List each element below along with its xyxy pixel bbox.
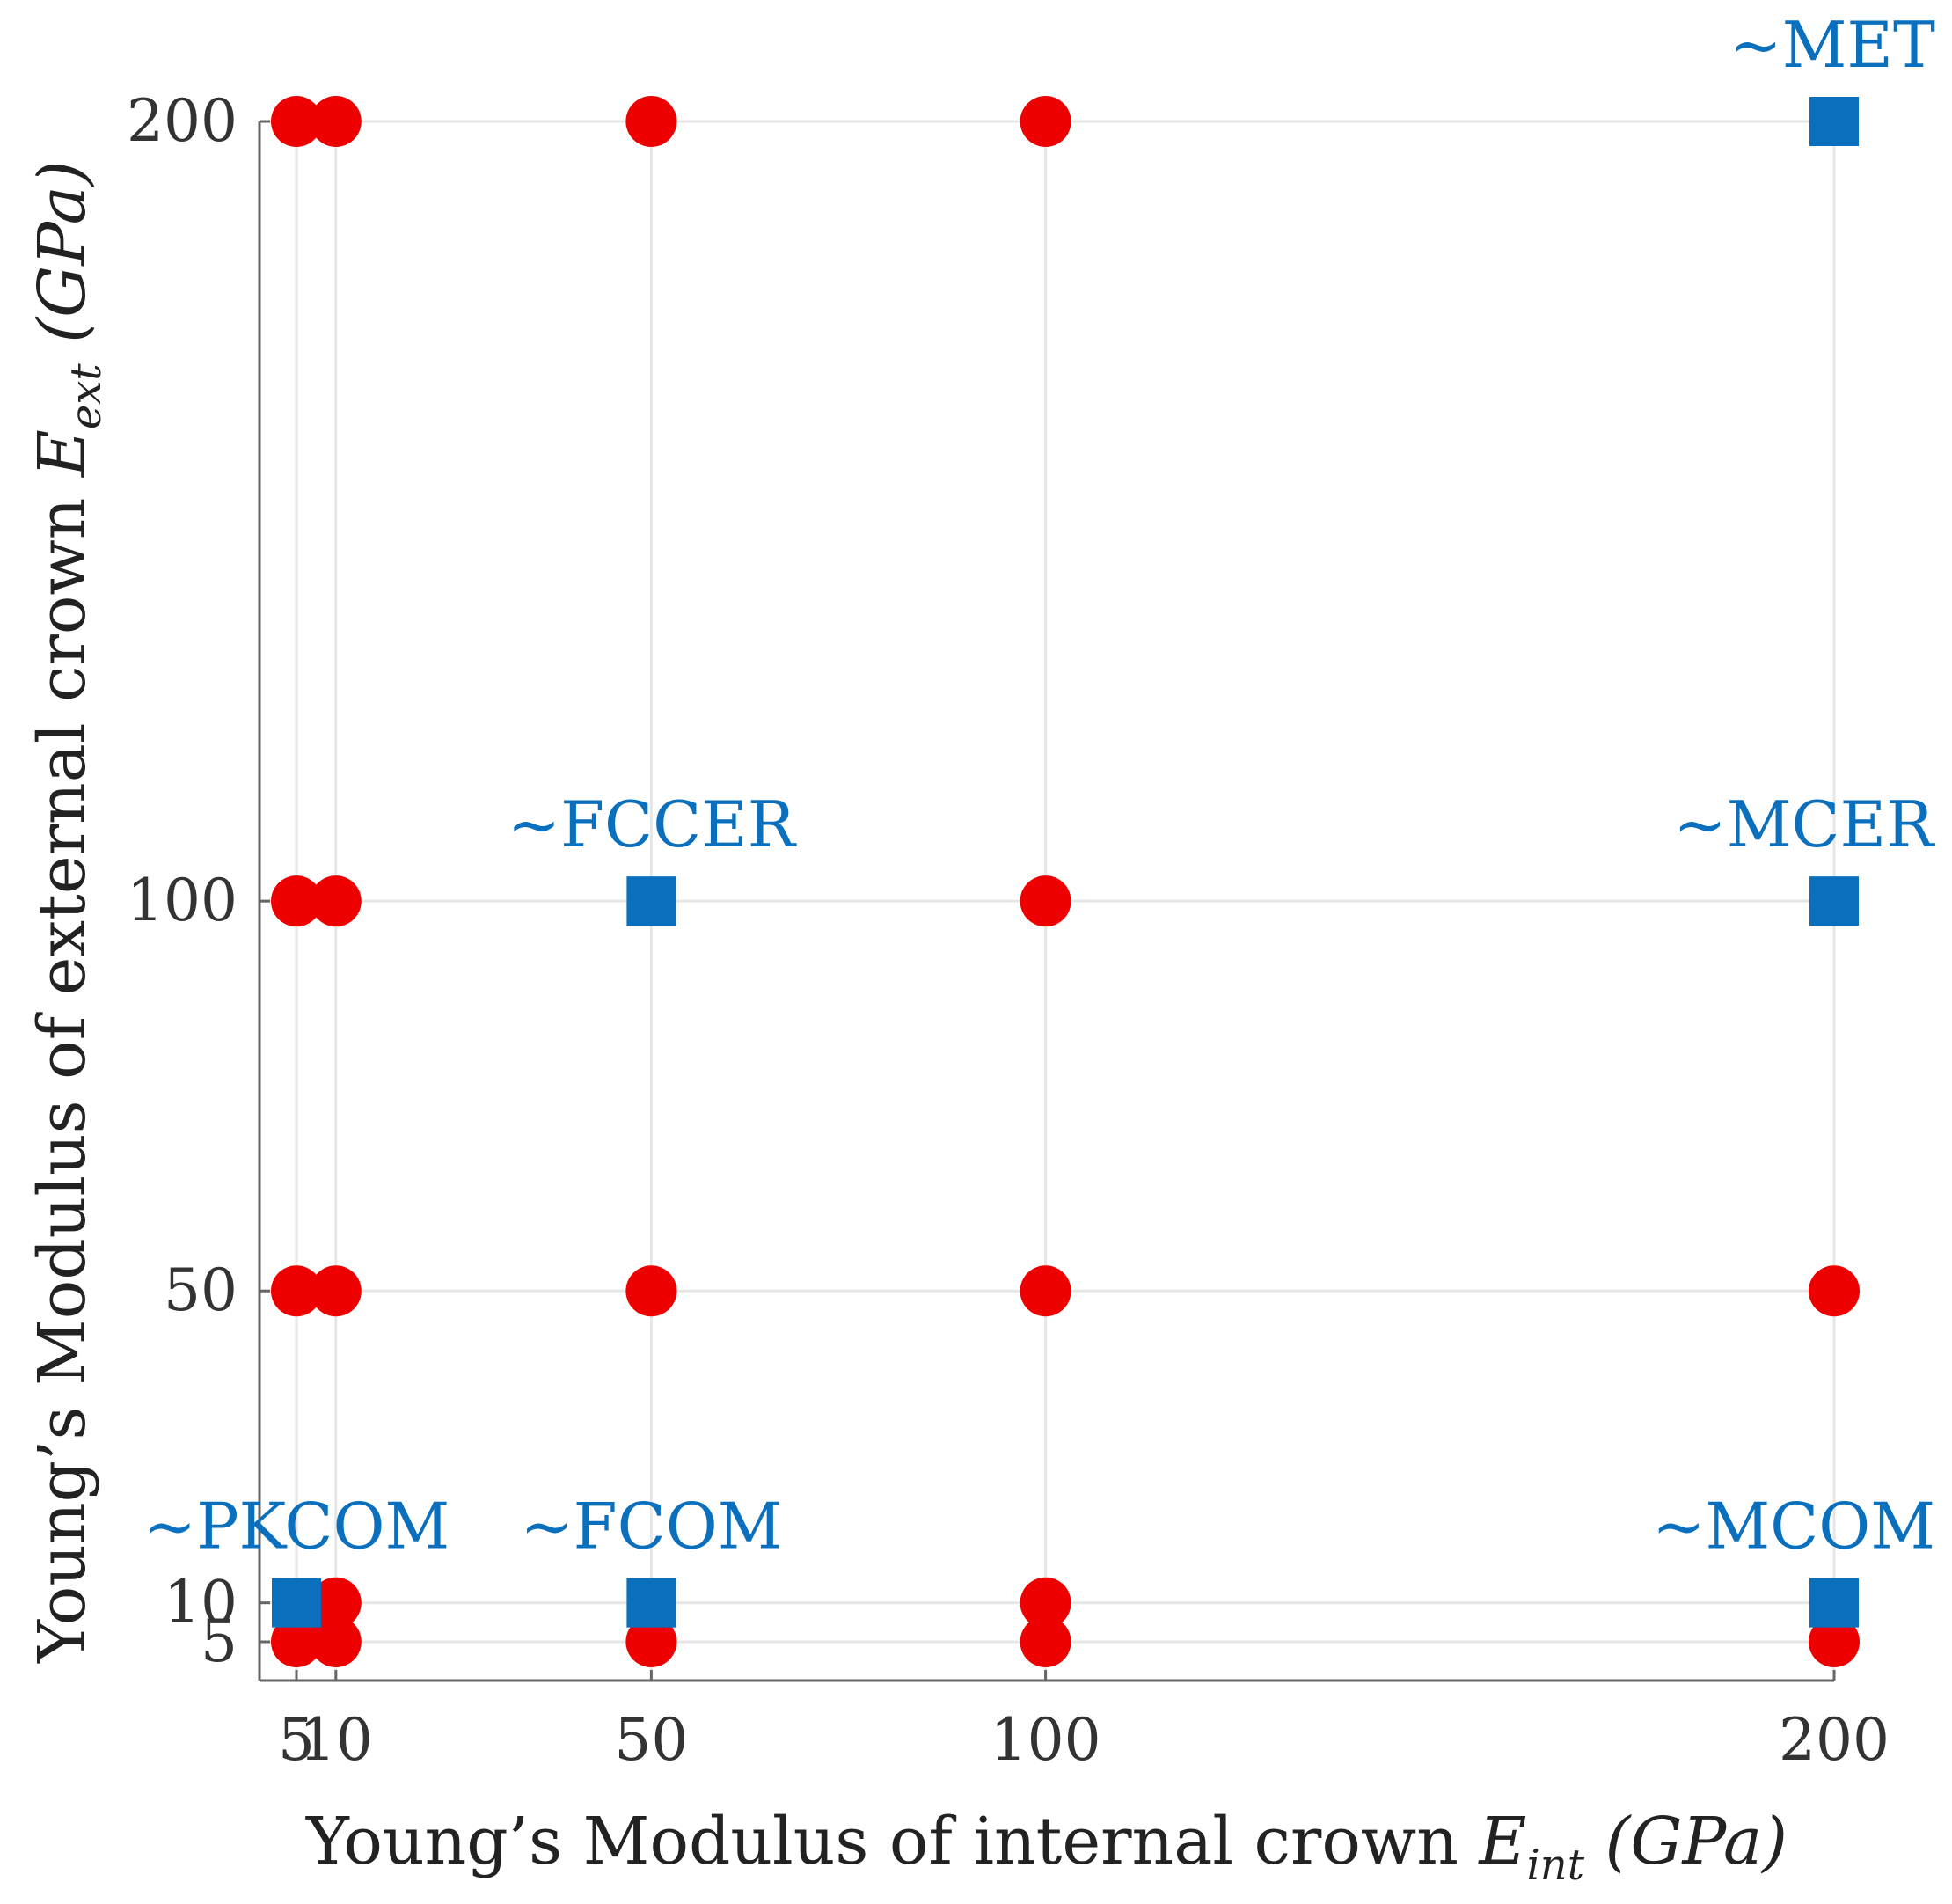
y-axis-title-symbol: E bbox=[25, 429, 100, 479]
data-marks bbox=[271, 96, 1860, 1667]
square-point-50-100 bbox=[626, 876, 676, 926]
y-axis-title-spacer bbox=[25, 343, 100, 364]
circle-point-50-50 bbox=[625, 1265, 677, 1317]
y-tick-label-5: 5 bbox=[201, 1607, 238, 1675]
circle-point-100-50 bbox=[1020, 1265, 1071, 1317]
circle-point-50-200 bbox=[625, 96, 677, 147]
annotation-fccer: ~FCCER bbox=[508, 787, 797, 861]
circle-point-5-200 bbox=[271, 96, 322, 147]
y-axis-title-prefix: Young’s Modulus of external crown bbox=[25, 477, 100, 1664]
x-tick-label-50: 50 bbox=[614, 1706, 688, 1774]
x-axis-title-prefix: Young’s Modulus of internal crown bbox=[305, 1804, 1479, 1879]
y-axis-title-subscript: ext bbox=[62, 363, 111, 429]
circle-point-10-50 bbox=[310, 1265, 362, 1317]
circle-point-50-5 bbox=[625, 1616, 677, 1667]
square-point-200-10 bbox=[1809, 1578, 1859, 1628]
y-tick-label-50: 50 bbox=[164, 1256, 238, 1324]
annotation-met: ~MET bbox=[1729, 8, 1935, 82]
x-axis-title-symbol: E bbox=[1477, 1804, 1526, 1879]
square-point-5-10 bbox=[272, 1578, 321, 1628]
axes bbox=[258, 120, 1836, 1682]
circle-point-200-5 bbox=[1809, 1616, 1860, 1667]
y-tick-label-100: 100 bbox=[127, 867, 238, 934]
circle-point-100-200 bbox=[1020, 96, 1071, 147]
circle-point-100-100 bbox=[1020, 875, 1071, 927]
point-annotations: ~MET ~FCCER ~MCER ~PKCOM ~FCOM ~MCOM bbox=[143, 8, 1935, 1563]
square-point-200-100 bbox=[1809, 876, 1859, 926]
annotation-fcom: ~FCOM bbox=[520, 1490, 782, 1563]
annotation-pkcom: ~PKCOM bbox=[143, 1490, 450, 1563]
y-tick-label-10: 10 bbox=[164, 1569, 238, 1637]
circle-point-100-5 bbox=[1020, 1616, 1071, 1667]
x-axis-title-spacer bbox=[1584, 1804, 1605, 1879]
x-axis-title: Young’s Modulus of internal crown Eint (… bbox=[305, 1804, 1788, 1890]
square-point-50-10 bbox=[626, 1578, 676, 1628]
circle-point-5-100 bbox=[271, 875, 322, 927]
x-tick-label-100: 100 bbox=[991, 1706, 1101, 1774]
y-axis-title-unit: (GPa) bbox=[25, 160, 100, 342]
square-point-200-200 bbox=[1809, 97, 1859, 146]
circle-point-10-200 bbox=[310, 96, 362, 147]
y-axis-title: Young’s Modulus of external crown Eext (… bbox=[25, 160, 111, 1663]
circle-point-10-100 bbox=[310, 875, 362, 927]
annotation-mcom: ~MCOM bbox=[1652, 1490, 1935, 1563]
annotation-mcer: ~MCER bbox=[1673, 787, 1935, 861]
x-tick-label-200: 200 bbox=[1779, 1706, 1890, 1774]
x-axis-title-subscript: int bbox=[1526, 1841, 1584, 1890]
circle-point-10-10 bbox=[310, 1577, 362, 1629]
circle-point-5-50 bbox=[271, 1265, 322, 1317]
y-tick-label-200: 200 bbox=[127, 87, 238, 155]
x-tick-label-10: 10 bbox=[299, 1706, 373, 1774]
circle-point-5-5 bbox=[271, 1616, 322, 1667]
x-axis-title-unit: (GPa) bbox=[1605, 1804, 1788, 1879]
circle-point-200-50 bbox=[1809, 1265, 1860, 1317]
circle-point-10-5 bbox=[310, 1616, 362, 1667]
circle-point-100-10 bbox=[1020, 1577, 1071, 1629]
x-tick-label-5: 5 bbox=[278, 1706, 315, 1774]
